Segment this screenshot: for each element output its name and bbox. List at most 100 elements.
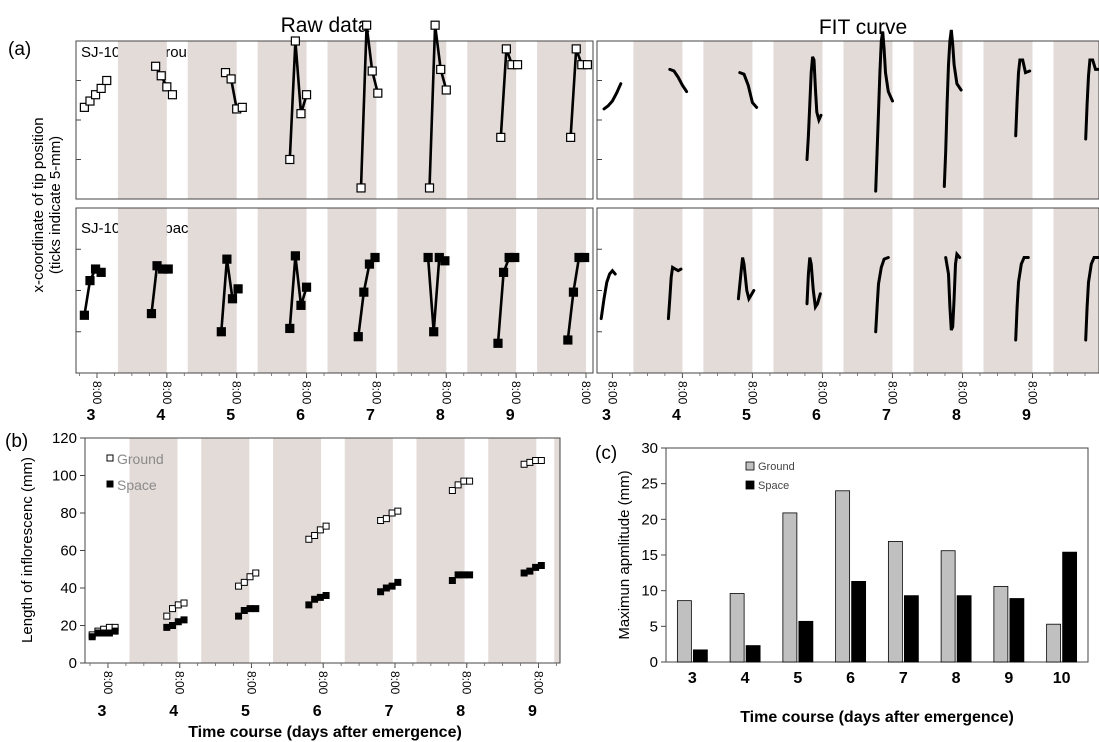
space-length-marker — [174, 618, 182, 626]
length-night-band — [416, 438, 465, 663]
length-day-label: 9 — [528, 703, 537, 720]
fit-ground-series-line — [668, 67, 689, 94]
amplitude-y-tick-label: 15 — [641, 547, 658, 564]
ground-amplitude-bar — [993, 585, 1009, 663]
length-day-label: 8 — [456, 703, 465, 720]
space-bar-legend-label: Space — [758, 480, 789, 492]
raw-ground-marker — [356, 183, 366, 193]
panel-b: 0 20 40 60 80 100 120 (b) Length of inflorescenc… — [5, 430, 561, 741]
length-night-band — [554, 438, 560, 663]
raw-day-label: 9 — [506, 407, 515, 424]
fit-space-series-line — [874, 256, 890, 334]
ground-length-marker — [537, 457, 545, 464]
fit-space-night-band — [983, 208, 1033, 373]
raw-space-series-line — [288, 254, 308, 329]
length-time-label: 8:00 — [460, 671, 474, 695]
ground-legend-label: Ground — [117, 451, 164, 467]
ground-length-marker — [382, 515, 390, 523]
amplitude-category-label: 7 — [899, 670, 908, 687]
ground-length-marker — [520, 460, 528, 468]
raw-space-night-band — [327, 208, 377, 373]
length-day-label: 5 — [241, 703, 250, 720]
fit-ground-night-band — [1053, 41, 1099, 199]
length-night-band — [488, 438, 537, 663]
raw-day-label: 5 — [226, 407, 235, 424]
raw-ground-night-band — [327, 41, 377, 199]
raw-space-night-band — [187, 208, 237, 373]
space-bar-legend-swatch — [745, 480, 755, 490]
raw-day-label: 7 — [366, 407, 375, 424]
raw-space-night-band — [117, 208, 167, 373]
amplitude-xlabel: Time course (days after emergence) — [740, 709, 1014, 726]
raw-ground-marker — [436, 64, 446, 75]
raw-time-label: 8:00 — [160, 381, 174, 405]
raw-ground-marker — [96, 83, 106, 94]
space-amplitude-bar — [745, 645, 761, 663]
amplitude-frame — [665, 447, 1089, 663]
raw-space-marker — [493, 338, 503, 348]
ground-length-marker — [246, 573, 254, 581]
length-night-band — [272, 438, 322, 663]
ground-length-marker — [526, 458, 534, 466]
raw-ground-marker — [167, 90, 178, 100]
raw-ground-marker — [102, 75, 112, 86]
fit-ground-series-line — [1014, 58, 1032, 138]
raw-time-label: 8:00 — [579, 381, 593, 405]
fit-ground-series-line — [942, 29, 963, 188]
space-amplitude-bar — [903, 595, 919, 663]
ground-length-marker — [240, 578, 248, 586]
raw-space-marker — [216, 327, 226, 337]
raw-space-marker — [146, 309, 157, 319]
fit-day-label: 9 — [1022, 407, 1031, 424]
fit-ground-series-line — [738, 71, 759, 109]
raw-time-label: 8:00 — [300, 381, 314, 405]
space-length-marker — [448, 577, 456, 584]
amplitude-y-tick-label: 10 — [641, 583, 658, 600]
panel-c-label: (c) — [595, 443, 617, 464]
raw-space-marker — [79, 310, 89, 320]
raw-ground-marker — [301, 90, 312, 100]
amplitude-category-label: 4 — [741, 670, 750, 687]
fit-time-label: 8:00 — [745, 381, 759, 405]
space-length-marker — [394, 578, 402, 586]
length-y-tick-label: 40 — [60, 580, 77, 597]
fit-space-series-line — [1084, 256, 1099, 342]
fit-time-label: 8:00 — [955, 381, 969, 405]
ground-length-marker — [305, 535, 313, 543]
raw-ground-marker — [430, 20, 440, 30]
raw-space-marker — [370, 252, 380, 263]
ground-bar-legend-label: Ground — [758, 461, 795, 473]
raw-ground-marker — [373, 88, 383, 98]
raw-time-label: 8:00 — [90, 381, 104, 405]
raw-time-label: 8:00 — [230, 381, 244, 405]
ground-length-marker — [174, 601, 182, 609]
raw-ground-marker — [501, 44, 511, 54]
raw-ground-marker — [220, 67, 231, 78]
raw-space-marker — [568, 287, 579, 297]
fit-space-series-line — [944, 250, 962, 331]
space-length-marker — [382, 584, 390, 592]
ground-length-marker — [388, 509, 396, 517]
space-length-marker — [163, 623, 171, 631]
raw-space-night-band — [537, 208, 587, 373]
length-y-tick-label: 80 — [60, 505, 77, 522]
fit-day-label: 3 — [602, 407, 611, 424]
length-time-label: 8:00 — [101, 671, 115, 695]
length-time-label: 8:00 — [173, 671, 187, 695]
raw-ground-marker — [296, 109, 306, 119]
raw-space-marker — [498, 267, 509, 277]
ground-length-marker — [235, 582, 243, 590]
raw-ground-marker — [582, 60, 593, 70]
fit-space-night-band — [773, 208, 823, 373]
length-ylabel: Length of inflorescenc (mm) — [19, 457, 36, 643]
space-length-marker — [235, 612, 243, 620]
ground-length-marker — [105, 623, 113, 631]
ground-amplitude-bar — [835, 490, 851, 663]
raw-space-marker — [285, 323, 295, 334]
raw-space-marker — [580, 252, 590, 263]
space-legend-marker — [106, 480, 114, 488]
raw-day-label: 4 — [156, 407, 165, 424]
raw-ground-night-band — [257, 41, 307, 199]
raw-ground-marker — [237, 102, 247, 112]
raw-day-label: 6 — [296, 407, 305, 424]
